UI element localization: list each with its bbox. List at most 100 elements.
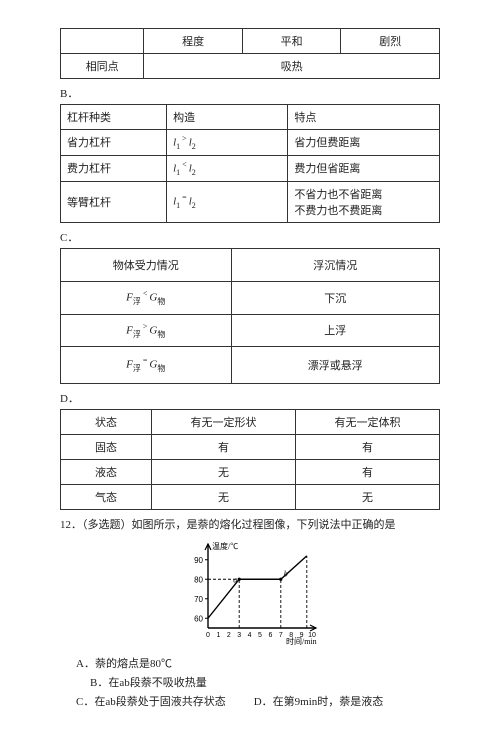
svg-text:1: 1 [216, 632, 220, 639]
table-row: F浮 = G物 漂浮或悬浮 [61, 347, 440, 384]
table-row: 杠杆种类 构造 特点 [61, 105, 440, 130]
cell: 有 [151, 435, 295, 460]
cell: 气态 [61, 485, 152, 510]
table-c: 物体受力情况 浮沉情况 F浮 < G物 下沉 F浮 > G物 上浮 F浮 = G… [60, 248, 440, 385]
cell: 平和 [242, 29, 341, 54]
subscript: 1 [176, 168, 180, 177]
cell: 上浮 [231, 314, 439, 347]
cell: F浮 > G物 [61, 314, 232, 347]
svg-text:时间/min: 时间/min [286, 636, 317, 646]
question-stem: 12．（多选题）如图所示，是萘的熔化过程图像，下列说法中正确的是 [60, 516, 440, 532]
cell: 有 [295, 435, 439, 460]
cell: 无 [151, 460, 295, 485]
svg-text:b: b [284, 569, 288, 578]
option-a: A．萘的熔点是80℃ [76, 655, 440, 671]
table-row: 费力杠杆 l1 < l2 费力但省距离 [61, 155, 440, 181]
cell: 漂浮或悬浮 [231, 347, 439, 384]
svg-text:3: 3 [237, 632, 241, 639]
chart-svg: 60708090012345678910ab温度/℃时间/min [180, 536, 320, 646]
cell: l1 > l2 [167, 130, 288, 156]
subscript: 物 [157, 297, 165, 306]
cell: 相同点 [61, 54, 144, 79]
cell: 不省力也不省距离 不费力也不费距离 [288, 181, 440, 222]
cell-line: 不省力也不省距离 [294, 189, 382, 201]
table-row: 程度 平和 剧烈 [61, 29, 440, 54]
cell: 有无一定形状 [151, 410, 295, 435]
operator: < [180, 160, 189, 169]
svg-text:90: 90 [194, 556, 203, 565]
subscript: 浮 [133, 297, 141, 306]
table-row: 液态 无 有 [61, 460, 440, 485]
subscript: 2 [192, 142, 196, 151]
cell: 固态 [61, 435, 152, 460]
cell: 构造 [167, 105, 288, 130]
cell: 浮沉情况 [231, 248, 439, 281]
svg-text:5: 5 [258, 632, 262, 639]
var: F [126, 291, 133, 303]
subscript: 1 [176, 201, 180, 210]
table-a: 程度 平和 剧烈 相同点 吸热 [60, 28, 440, 79]
operator: > [180, 134, 189, 143]
cell-line: 不费力也不费距离 [294, 205, 382, 217]
cell: F浮 = G物 [61, 347, 232, 384]
cell: 程度 [144, 29, 243, 54]
svg-text:6: 6 [268, 632, 272, 639]
table-row: 固态 有 有 [61, 435, 440, 460]
melting-chart: 60708090012345678910ab温度/℃时间/min [60, 536, 440, 649]
cell: l1 = l2 [167, 181, 288, 222]
option-label-b: B． [60, 85, 440, 101]
svg-text:温度/℃: 温度/℃ [212, 541, 238, 551]
operator: = [180, 193, 189, 202]
cell: 下沉 [231, 281, 439, 314]
table-row: 物体受力情况 浮沉情况 [61, 248, 440, 281]
cell: F浮 < G物 [61, 281, 232, 314]
option-label-d: D． [60, 390, 440, 406]
table-d: 状态 有无一定形状 有无一定体积 固态 有 有 液态 无 有 气态 无 无 [60, 409, 440, 510]
cell: 等臂杠杆 [61, 181, 167, 222]
table-b: 杠杆种类 构造 特点 省力杠杆 l1 > l2 省力但费距离 费力杠杆 l1 <… [60, 104, 440, 223]
subscript: 2 [192, 168, 196, 177]
svg-text:70: 70 [194, 595, 203, 604]
subscript: 物 [157, 329, 165, 338]
table-row: 省力杠杆 l1 > l2 省力但费距离 [61, 130, 440, 156]
table-row: 气态 无 无 [61, 485, 440, 510]
cell: 杠杆种类 [61, 105, 167, 130]
cell: 费力杠杆 [61, 155, 167, 181]
cell: 剧烈 [341, 29, 440, 54]
cell: 费力但省距离 [288, 155, 440, 181]
cell: 有无一定体积 [295, 410, 439, 435]
cell: 液态 [61, 460, 152, 485]
cell: 省力杠杆 [61, 130, 167, 156]
table-row: 相同点 吸热 [61, 54, 440, 79]
cell: 状态 [61, 410, 152, 435]
svg-text:2: 2 [227, 632, 231, 639]
cell: l1 < l2 [167, 155, 288, 181]
table-row: F浮 > G物 上浮 [61, 314, 440, 347]
subscript: 物 [157, 364, 165, 373]
svg-text:80: 80 [194, 575, 203, 584]
svg-text:7: 7 [279, 632, 283, 639]
options: A．萘的熔点是80℃ B．在ab段萘不吸收热量 [76, 655, 440, 690]
cell: 省力但费距离 [288, 130, 440, 156]
table-row: F浮 < G物 下沉 [61, 281, 440, 314]
svg-text:0: 0 [206, 632, 210, 639]
option-b: B．在ab段萘不吸收热量 [90, 674, 440, 690]
var: F [126, 359, 133, 371]
var: F [126, 324, 133, 336]
cell: 特点 [288, 105, 440, 130]
subscript: 浮 [133, 329, 141, 338]
cell: 无 [295, 485, 439, 510]
cell: 无 [151, 485, 295, 510]
table-row: 等臂杠杆 l1 = l2 不省力也不省距离 不费力也不费距离 [61, 181, 440, 222]
svg-text:a: a [233, 575, 237, 584]
cell: 吸热 [144, 54, 440, 79]
svg-text:4: 4 [248, 632, 252, 639]
subscript: 1 [176, 142, 180, 151]
cell: 有 [295, 460, 439, 485]
svg-text:60: 60 [194, 614, 203, 623]
subscript: 2 [192, 201, 196, 210]
cell [61, 29, 144, 54]
subscript: 浮 [133, 364, 141, 373]
cell: 物体受力情况 [61, 248, 232, 281]
option-label-c: C． [60, 229, 440, 245]
